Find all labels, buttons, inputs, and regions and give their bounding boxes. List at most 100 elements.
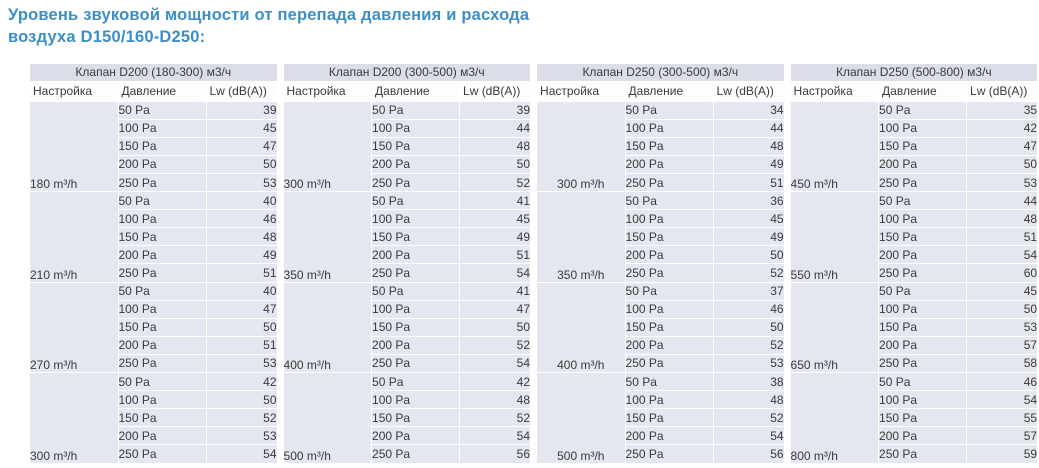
- pressure-cell: 100 Pa: [371, 390, 461, 410]
- pressure-cell: 200 Pa: [118, 336, 207, 355]
- column-header-row: Настройка Давление Lw (dB(A)): [790, 81, 1039, 102]
- table-row: 250 Pa 54: [284, 263, 532, 283]
- lw-value-cell: 50: [713, 318, 785, 337]
- table-row: 150 Pa 47: [30, 137, 278, 156]
- table-row: 210 m³/h 50 Pa 40: [30, 191, 278, 283]
- pressure-cell: 250 Pa: [878, 263, 968, 283]
- lw-value-cell: 39: [459, 101, 532, 120]
- column-header-setting: Настройка: [30, 81, 119, 102]
- pressure-cell: 100 Pa: [118, 300, 207, 319]
- table-row: 150 Pa 50: [30, 318, 278, 337]
- lw-value-cell: 58: [966, 354, 1039, 374]
- table-row: 250 Pa 59: [791, 444, 1039, 464]
- table-row: 250 Pa 53: [30, 173, 278, 193]
- lw-value-cell: 44: [966, 191, 1039, 211]
- pressure-cell: 100 Pa: [625, 300, 714, 319]
- lw-value-cell: 50: [713, 245, 785, 265]
- pressure-cell: 50 Pa: [625, 282, 714, 301]
- lw-value-cell: 51: [459, 245, 532, 265]
- lw-value-cell: 52: [713, 263, 785, 283]
- table-row: 100 Pa 47: [30, 300, 278, 319]
- pressure-cell: 100 Pa: [118, 119, 207, 138]
- lw-value-cell: 51: [206, 336, 278, 355]
- pressure-cell: 150 Pa: [625, 137, 714, 156]
- table-header-row: Клапан D250 (300-500) м3/ч: [537, 63, 785, 82]
- lw-value-cell: 60: [966, 263, 1039, 283]
- table-row: 200 Pa 52: [537, 336, 785, 355]
- table-row: 250 Pa 54: [30, 444, 278, 464]
- lw-value-cell: 47: [206, 137, 278, 156]
- table-row: 550 m³/h 50 Pa 44: [790, 191, 1039, 283]
- table-row: 250 Pa 52: [284, 173, 532, 193]
- column-header-setting: Настройка: [537, 81, 626, 102]
- table-title: Клапан D200 (180-300) м3/ч: [30, 63, 278, 82]
- setting-cell: 500 m³/h: [537, 372, 626, 464]
- pressure-cell: 250 Pa: [118, 444, 207, 464]
- lw-value-cell: 51: [206, 263, 278, 283]
- table-row: 150 Pa 50: [537, 318, 785, 337]
- table-title: Клапан D250 (500-800) м3/ч: [790, 63, 1039, 82]
- lw-value-cell: 50: [206, 318, 278, 337]
- lw-value-cell: 52: [459, 173, 532, 193]
- lw-value-cell: 50: [459, 155, 532, 175]
- table-row: 250 Pa 53: [791, 173, 1039, 193]
- lw-value-cell: 49: [713, 155, 785, 175]
- lw-value-cell: 42: [206, 372, 278, 392]
- pressure-cell: 200 Pa: [118, 155, 207, 175]
- lw-value-cell: 54: [713, 426, 785, 446]
- column-header-setting: Настройка: [283, 81, 373, 102]
- pressure-cell: 100 Pa: [878, 119, 968, 138]
- pressure-cell: 150 Pa: [118, 227, 207, 247]
- lw-value-cell: 51: [713, 173, 785, 193]
- column-header-pressure: Давление: [118, 81, 207, 102]
- table-row: 100 Pa 50: [30, 390, 278, 410]
- table-row: 100 Pa 46: [537, 300, 785, 319]
- table-row: 250 Pa 56: [284, 444, 532, 464]
- lw-value-cell: 53: [966, 318, 1039, 337]
- lw-value-cell: 40: [206, 282, 278, 301]
- table-row: 100 Pa 48: [791, 209, 1039, 229]
- lw-value-cell: 46: [713, 300, 785, 319]
- setting-cell: 400 m³/h: [283, 282, 373, 374]
- table-row: 500 m³/h 50 Pa 42: [283, 372, 532, 464]
- table-row: 100 Pa 47: [284, 300, 532, 319]
- table-row: 250 Pa 54: [284, 354, 532, 374]
- table-row: 100 Pa 46: [30, 209, 278, 229]
- pressure-cell: 150 Pa: [118, 408, 207, 428]
- pressure-cell: 100 Pa: [371, 209, 461, 229]
- pressure-cell: 250 Pa: [878, 444, 968, 464]
- pressure-cell: 200 Pa: [118, 245, 207, 265]
- pressure-cell: 50 Pa: [878, 282, 968, 301]
- table-row: 200 Pa 50: [791, 155, 1039, 175]
- lw-value-cell: 53: [206, 354, 278, 374]
- setting-cell: 400 m³/h: [537, 282, 626, 374]
- lw-value-cell: 54: [966, 390, 1039, 410]
- page-title: Уровень звуковой мощности от перепада да…: [0, 0, 1039, 49]
- table-title: Клапан D200 (300-500) м3/ч: [283, 63, 532, 82]
- setting-cell: 300 m³/h: [30, 372, 119, 464]
- lw-value-cell: 40: [206, 191, 278, 211]
- column-header-pressure: Давление: [878, 81, 968, 102]
- lw-value-cell: 54: [459, 426, 532, 446]
- lw-value-cell: 34: [713, 101, 785, 120]
- table-row: 150 Pa 53: [791, 318, 1039, 337]
- table-row: 350 m³/h 50 Pa 41: [283, 191, 532, 283]
- table-row: 150 Pa 48: [284, 137, 532, 156]
- table-row: 150 Pa 48: [537, 137, 785, 156]
- table-row: 150 Pa 52: [537, 408, 785, 428]
- lw-value-cell: 57: [966, 426, 1039, 446]
- lw-value-cell: 53: [206, 173, 278, 193]
- setting-cell: 350 m³/h: [537, 191, 626, 283]
- table-row: 250 Pa 58: [791, 354, 1039, 374]
- valve-table: Клапан D250 (500-800) м3/ч Настройка Давле…: [790, 63, 1039, 464]
- pressure-cell: 150 Pa: [371, 227, 461, 247]
- pressure-cell: 50 Pa: [625, 101, 714, 120]
- setting-cell: 500 m³/h: [283, 372, 373, 464]
- setting-cell: 270 m³/h: [30, 282, 119, 374]
- pressure-cell: 50 Pa: [878, 101, 968, 120]
- lw-value-cell: 47: [206, 300, 278, 319]
- page-title-line1: Уровень звуковой мощности от перепада да…: [8, 6, 530, 24]
- table-row: 150 Pa 52: [30, 408, 278, 428]
- setting-cell: 180 m³/h: [30, 101, 119, 193]
